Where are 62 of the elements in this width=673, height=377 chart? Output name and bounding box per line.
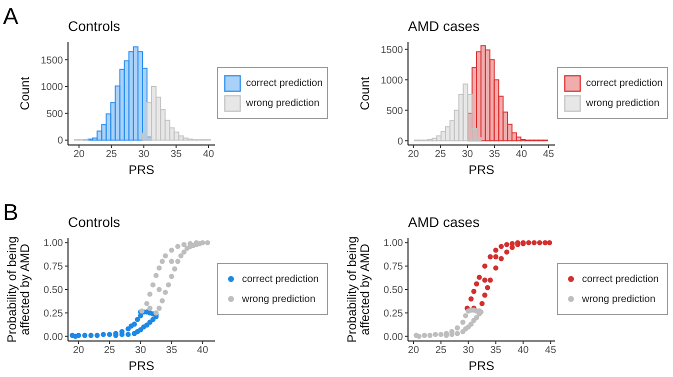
chart-title: Controls	[68, 18, 120, 34]
y-tick-label: 1000	[380, 75, 404, 86]
x-tick-label: 25	[435, 345, 447, 356]
x-tick-label: 25	[106, 149, 118, 160]
y-tick-label: 1500	[40, 55, 64, 66]
x-tick-label: 40	[518, 345, 530, 356]
chart-title: AMD cases	[408, 18, 480, 34]
chart-title: Controls	[68, 214, 120, 230]
y-tick-label: 0.25	[384, 308, 404, 320]
x-axis-title: PRS	[128, 359, 154, 373]
y-tick-label: 1000	[40, 82, 64, 94]
legend-label: correct prediction	[586, 78, 663, 88]
x-tick-label: 25	[104, 345, 116, 356]
x-tick-label: 30	[462, 345, 474, 356]
y-tick-label: 0.75	[384, 262, 404, 273]
y-axis-title: Probability of being affected by AMD	[5, 236, 32, 343]
y-tick-label: 0.75	[44, 262, 64, 273]
x-tick-label: 45	[542, 149, 555, 160]
y-axis-title: Probability of being affected by AMD	[345, 236, 372, 343]
y-tick-label: 0.00	[44, 332, 64, 343]
x-axis-title: PRS	[468, 163, 494, 177]
x-axis-title: PRS	[128, 163, 154, 177]
x-tick-label: 20	[408, 149, 420, 160]
x-tick-label: 20	[73, 149, 86, 160]
chart-title: AMD cases	[408, 214, 480, 230]
x-tick-label: 35	[488, 149, 500, 160]
x-tick-label: 30	[138, 149, 150, 160]
y-tick-label: 0.00	[384, 332, 404, 343]
y-tick-label: 0	[397, 136, 404, 148]
y-axis-title: Count	[18, 76, 32, 110]
y-axis-title: Count	[358, 76, 372, 110]
y-tick-label: 0.50	[44, 285, 64, 296]
x-tick-label: 30	[462, 149, 474, 160]
x-tick-label: 35	[490, 345, 502, 356]
legend-label: correct prediction	[582, 274, 659, 284]
x-tick-label: 20	[408, 345, 420, 356]
x-tick-label: 30	[135, 345, 147, 356]
y-tick-label: 0	[57, 136, 64, 147]
x-tick-label: 35	[170, 149, 182, 160]
legend-label: correct prediction	[246, 78, 323, 88]
x-tick-label: 20	[72, 345, 85, 356]
x-tick-label: 40	[516, 149, 528, 160]
x-tick-label: 35	[166, 345, 178, 356]
x-tick-label: 25	[434, 149, 446, 160]
y-tick-label: 0.50	[384, 285, 404, 296]
x-tick-label: 40	[202, 149, 215, 160]
y-tick-label: 500	[46, 108, 64, 120]
legend-label: wrong prediction	[246, 98, 320, 108]
text: B	[3, 199, 18, 226]
legend-label: wrong prediction	[242, 294, 316, 304]
x-tick-label: 45	[545, 345, 557, 356]
y-tick-label: 1.00	[384, 238, 404, 250]
y-tick-label: 1.00	[44, 238, 64, 250]
legend-label: correct prediction	[242, 274, 319, 284]
x-tick-label: 40	[197, 345, 209, 356]
text: A	[3, 3, 18, 30]
y-tick-label: 500	[386, 106, 404, 117]
y-tick-label: 1500	[380, 44, 404, 56]
legend-label: wrong prediction	[586, 98, 660, 108]
y-tick-label: 0.25	[44, 308, 64, 320]
x-axis-title: PRS	[468, 359, 494, 373]
legend-label: wrong prediction	[582, 294, 656, 304]
